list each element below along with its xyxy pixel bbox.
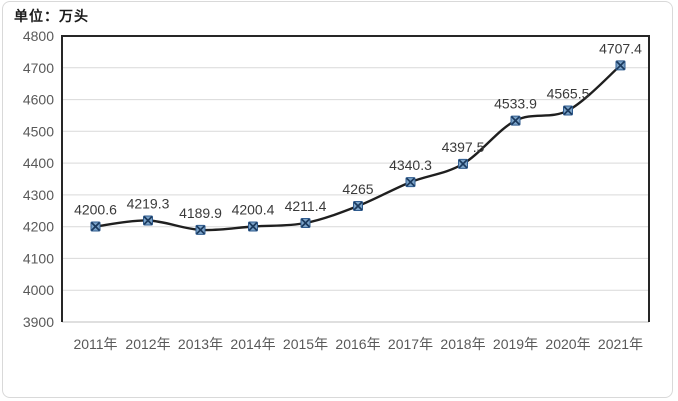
- x-tick-label: 2012年: [125, 336, 170, 352]
- x-tick-label: 2011年: [73, 336, 117, 352]
- y-tick-label: 3900: [23, 314, 54, 330]
- data-point-label: 4707.4: [599, 40, 642, 56]
- data-point-label: 4200.4: [232, 202, 275, 218]
- marker-x-stroke: [511, 116, 520, 125]
- marker-x-stroke: [91, 222, 100, 231]
- y-tick-label: 4800: [23, 28, 54, 44]
- y-tick-label: 4700: [23, 60, 54, 76]
- marker-x-stroke: [301, 218, 310, 228]
- plot-border: [61, 35, 650, 322]
- marker-x-stroke: [616, 61, 625, 70]
- data-point-label: 4189.9: [179, 205, 222, 221]
- data-point-label: 4340.3: [389, 157, 432, 173]
- y-tick-label: 4400: [23, 155, 54, 171]
- marker-x-stroke: [353, 201, 363, 211]
- y-tick-label: 4600: [23, 92, 54, 108]
- y-tick-label: 4500: [23, 123, 54, 139]
- x-tick-label: 2020年: [545, 336, 590, 352]
- marker-x-stroke: [458, 159, 468, 169]
- x-tick-label: 2015年: [283, 336, 328, 352]
- data-point-label: 4397.5: [442, 139, 485, 155]
- unit-label: 单位：万头: [14, 8, 89, 24]
- x-tick-label: 2021年: [598, 336, 643, 352]
- x-tick-label: 2014年: [230, 336, 275, 352]
- y-tick-label: 4000: [23, 282, 54, 298]
- data-point-label: 4565.5: [547, 86, 590, 102]
- marker-x-stroke: [196, 225, 205, 235]
- x-tick-label: 2017年: [388, 336, 433, 352]
- data-point-label: 4211.4: [285, 198, 327, 214]
- y-tick-label: 4300: [23, 187, 54, 203]
- data-point-label: 4533.9: [494, 96, 537, 112]
- y-tick-label: 4100: [23, 250, 54, 266]
- y-tick-label: 4200: [23, 219, 54, 235]
- marker-x-stroke: [563, 106, 573, 115]
- marker-x-stroke: [143, 216, 153, 225]
- x-tick-label: 2018年: [440, 336, 485, 352]
- marker-x-stroke: [248, 222, 258, 231]
- x-tick-label: 2016年: [335, 336, 380, 352]
- x-tick-label: 2019年: [493, 336, 538, 352]
- data-point-label: 4200.6: [74, 202, 117, 218]
- chart-frame: [2, 1, 673, 398]
- data-point-label: 4219.3: [127, 196, 170, 212]
- data-point-label: 4265: [342, 181, 373, 197]
- x-tick-label: 2013年: [178, 336, 223, 352]
- marker-x-stroke: [406, 177, 415, 187]
